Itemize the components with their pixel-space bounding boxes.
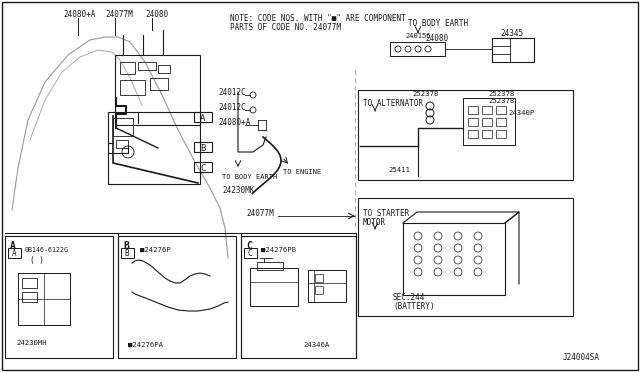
- Bar: [468, 118, 478, 126]
- Text: TO BODY EARTH: TO BODY EARTH: [408, 19, 468, 28]
- Text: PARTS OF CODE NO. 24077M: PARTS OF CODE NO. 24077M: [230, 22, 341, 32]
- Text: 24080: 24080: [145, 10, 168, 19]
- Bar: [194, 142, 212, 152]
- Text: TO BODY EARTH: TO BODY EARTH: [222, 174, 277, 180]
- Text: 24080+A: 24080+A: [218, 118, 250, 126]
- Bar: [463, 98, 515, 145]
- Text: 24012C: 24012C: [218, 103, 246, 112]
- Bar: [358, 90, 573, 180]
- Text: 24340P: 24340P: [508, 110, 534, 116]
- Bar: [250, 268, 298, 306]
- Bar: [194, 162, 212, 172]
- Bar: [116, 140, 128, 148]
- Bar: [138, 62, 156, 70]
- Bar: [8, 248, 21, 258]
- Bar: [403, 223, 505, 295]
- Bar: [482, 118, 492, 126]
- Text: 252378: 252378: [488, 91, 515, 97]
- Bar: [358, 198, 573, 316]
- Bar: [22, 278, 37, 288]
- Bar: [468, 106, 478, 114]
- Text: TO STARTER: TO STARTER: [363, 208, 409, 218]
- Text: A: A: [10, 241, 16, 251]
- Text: 252378: 252378: [488, 98, 515, 104]
- Bar: [482, 106, 492, 114]
- Bar: [113, 118, 133, 136]
- Bar: [308, 270, 346, 302]
- Text: B: B: [123, 241, 129, 251]
- Bar: [194, 112, 212, 122]
- Text: 24080: 24080: [425, 33, 448, 42]
- Text: ■24276PA: ■24276PA: [128, 342, 163, 348]
- Text: MOTOR: MOTOR: [363, 218, 386, 227]
- Bar: [496, 130, 506, 138]
- Bar: [468, 130, 478, 138]
- Text: A: A: [200, 113, 205, 122]
- Bar: [120, 80, 145, 95]
- Text: 24346A: 24346A: [303, 342, 329, 348]
- Text: NOTE: CODE NOS. WITH "■" ARE COMPONENT: NOTE: CODE NOS. WITH "■" ARE COMPONENT: [230, 13, 406, 22]
- Bar: [241, 236, 356, 358]
- Bar: [108, 112, 200, 184]
- Text: 240156: 240156: [405, 33, 431, 39]
- Text: ( ): ( ): [30, 256, 44, 264]
- Bar: [115, 55, 200, 125]
- Text: J24004SA: J24004SA: [563, 353, 600, 362]
- Text: C: C: [248, 250, 252, 259]
- Bar: [18, 273, 70, 325]
- Text: B: B: [125, 250, 129, 259]
- Bar: [5, 236, 113, 358]
- Text: A: A: [12, 250, 16, 259]
- Bar: [158, 65, 170, 73]
- Bar: [315, 286, 323, 294]
- Text: ■24276P: ■24276P: [140, 247, 171, 253]
- Text: B: B: [200, 144, 205, 153]
- Bar: [22, 292, 37, 302]
- Bar: [120, 62, 135, 74]
- Text: TO ENGINE: TO ENGINE: [283, 169, 321, 175]
- Text: 24345: 24345: [500, 29, 523, 38]
- Text: TO ALTERNATOR: TO ALTERNATOR: [363, 99, 423, 108]
- Bar: [150, 78, 168, 90]
- Text: C: C: [246, 241, 252, 251]
- Text: SEC.244: SEC.244: [393, 294, 426, 302]
- Text: 24012C: 24012C: [218, 87, 246, 96]
- Text: 252378: 252378: [412, 91, 438, 97]
- Bar: [121, 248, 134, 258]
- Text: C: C: [200, 164, 205, 173]
- Bar: [482, 130, 492, 138]
- Text: 24230MH: 24230MH: [16, 340, 47, 346]
- Text: (BATTERY): (BATTERY): [393, 302, 435, 311]
- Text: ■24276PB: ■24276PB: [261, 247, 296, 253]
- Bar: [244, 248, 257, 258]
- Text: 0B146-6122G: 0B146-6122G: [25, 247, 69, 253]
- Bar: [257, 262, 283, 270]
- Text: 25411: 25411: [388, 167, 410, 173]
- Bar: [315, 274, 323, 282]
- Text: 24080+A: 24080+A: [63, 10, 95, 19]
- Bar: [118, 236, 236, 358]
- Bar: [390, 42, 445, 56]
- Bar: [496, 106, 506, 114]
- Bar: [496, 118, 506, 126]
- Text: 24077M: 24077M: [246, 208, 274, 218]
- Text: 24230MK: 24230MK: [222, 186, 254, 195]
- Text: 24077M: 24077M: [105, 10, 132, 19]
- Bar: [492, 38, 534, 62]
